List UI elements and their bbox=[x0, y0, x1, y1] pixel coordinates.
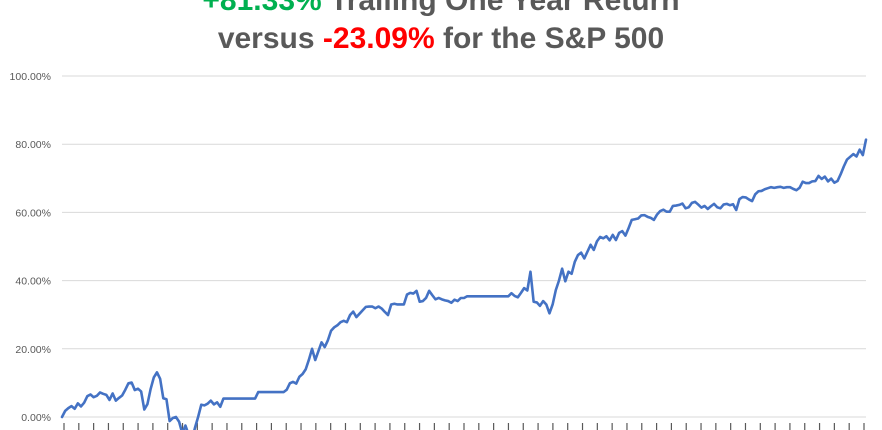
chart-title-line-2: versus -23.09% for the S&P 500 bbox=[0, 22, 882, 56]
y-tick-label: 60.00% bbox=[15, 207, 51, 219]
y-tick-label: 80.00% bbox=[15, 139, 51, 151]
title-line-1-text: Trailing One Year Return bbox=[321, 0, 680, 17]
title-line-2-text: for the S&P 500 bbox=[434, 22, 665, 55]
return-series-line bbox=[60, 138, 868, 430]
y-tick-label: 100.00% bbox=[10, 71, 51, 83]
y-tick-label: 20.00% bbox=[15, 344, 51, 356]
title-line-2-prefix: versus bbox=[217, 22, 323, 55]
y-tick-label: 40.00% bbox=[15, 276, 51, 288]
y-tick-label: 0.00% bbox=[21, 412, 51, 424]
sp500-return-value: -23.09% bbox=[322, 22, 435, 55]
chart-title-line-1: +81.33% Trailing One Year Return bbox=[0, 0, 882, 18]
portfolio-return-value: +81.33% bbox=[202, 0, 322, 17]
